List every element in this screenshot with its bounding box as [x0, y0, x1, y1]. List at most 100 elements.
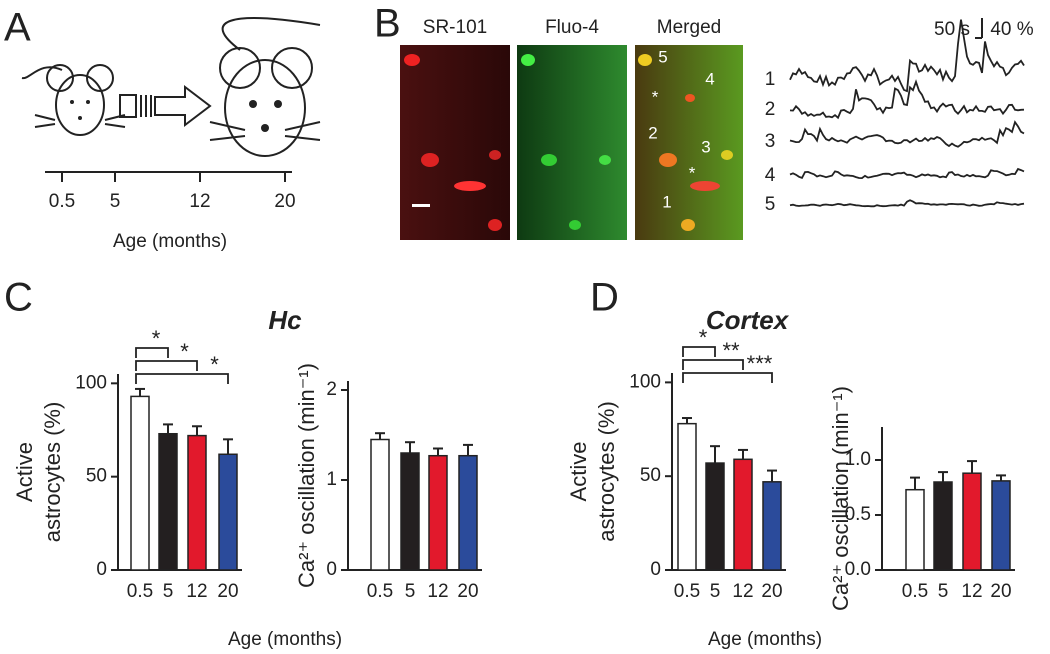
trace-label: 5 [765, 194, 776, 215]
y-tick-label: 0 [326, 559, 337, 580]
x-tick-label: 0.5 [367, 581, 393, 602]
timeline-xlabel: Age (months) [113, 231, 227, 252]
bar [187, 434, 207, 571]
panel-letter: A [4, 6, 31, 50]
image-sr101 [400, 45, 510, 240]
significance-label: * [699, 325, 708, 350]
timeline-label: 5 [110, 191, 121, 212]
y-tick-label: 2 [326, 379, 337, 400]
timeline-label: 0.5 [49, 191, 75, 212]
y-axis-label: Active [12, 442, 37, 502]
scale-bar [975, 18, 983, 39]
cell-label: 4 [705, 69, 714, 88]
x-tick-label: 0.5 [902, 581, 928, 602]
y-axis-label: Ca²⁺ oscillation (min⁻¹) [294, 363, 319, 588]
significance-label: ** [722, 338, 740, 363]
y-tick-label: 1 [326, 469, 337, 490]
cell-label: 1 [662, 192, 671, 211]
significance-bracket [135, 360, 198, 371]
x-tick-label: 5 [938, 581, 949, 602]
mouse-icons [21, 17, 321, 157]
trace-label: 2 [765, 99, 776, 120]
cell-label: 3 [701, 137, 710, 156]
significance-bracket [135, 373, 229, 384]
significance-label: * [180, 339, 189, 364]
trace-label: 3 [765, 131, 776, 152]
cell-label: 5 [658, 47, 667, 66]
x-tick-label: 12 [961, 581, 982, 602]
bar [130, 395, 150, 571]
bar [218, 453, 238, 571]
y-tick-label: 100 [629, 371, 661, 392]
x-tick-label: 20 [990, 581, 1011, 602]
y-axis-label: Ca²⁺ oscillation (min⁻¹) [828, 386, 853, 611]
timeline-label: 12 [189, 191, 210, 212]
cell-labels: 5 4 * 2 3 * 1 [648, 47, 714, 211]
bar [905, 488, 925, 571]
bar [370, 438, 390, 571]
cell-label: 2 [648, 123, 657, 142]
y-tick-label: 50 [640, 465, 661, 486]
x-tick-label: 12 [186, 581, 207, 602]
y-axis-label: astrocytes (%) [40, 402, 65, 543]
cells [404, 54, 733, 231]
trace-label: 4 [765, 165, 776, 186]
image-merged [635, 45, 743, 240]
x-tick-label: 20 [457, 581, 478, 602]
y-tick-label: 0 [96, 559, 107, 580]
x-axis-label: Age (months) [228, 629, 342, 650]
mouse-eyes [70, 100, 282, 132]
significance-label: * [210, 352, 219, 377]
x-tick-label: 20 [761, 581, 782, 602]
group-title: Hc [268, 305, 302, 335]
cell-label: * [652, 87, 659, 106]
significance-bracket [682, 346, 716, 357]
bar [933, 481, 953, 571]
x-axis-label: Age (months) [708, 629, 822, 650]
bar [733, 458, 753, 571]
channel-label: Fluo-4 [545, 17, 599, 38]
y-tick-label: 0 [650, 559, 661, 580]
x-tick-label: 0.5 [127, 581, 153, 602]
bar [158, 432, 178, 571]
significance-bracket [682, 372, 773, 383]
x-tick-label: 0.5 [674, 581, 700, 602]
panel-letter: C [4, 276, 33, 320]
significance-label: *** [747, 351, 773, 376]
significance-bracket [135, 347, 169, 358]
x-tick-label: 12 [732, 581, 753, 602]
scale-amp: 40 % [990, 19, 1033, 40]
y-axis-label: astrocytes (%) [594, 401, 619, 542]
x-tick-label: 20 [217, 581, 238, 602]
trace [789, 120, 1025, 148]
trace [789, 79, 1025, 120]
bar [962, 472, 982, 571]
trace [789, 199, 1025, 208]
x-tick-label: 5 [163, 581, 174, 602]
panel-letter: D [590, 276, 619, 320]
bar [677, 422, 697, 571]
y-tick-label: 100 [75, 372, 107, 393]
y-axis-label: Active [566, 442, 591, 502]
x-tick-label: 5 [710, 581, 721, 602]
bar [400, 452, 420, 571]
bar [705, 462, 725, 571]
channel-label: SR-101 [423, 17, 487, 38]
bar [428, 454, 448, 571]
timeline-label: 20 [274, 191, 295, 212]
significance-label: * [152, 326, 161, 351]
bar [762, 481, 782, 571]
channel-label: Merged [657, 17, 721, 38]
cell-label: * [689, 163, 696, 182]
trace [789, 19, 1025, 93]
significance-bracket [682, 359, 744, 370]
y-tick-label: 50 [86, 466, 107, 487]
x-tick-label: 5 [405, 581, 416, 602]
bar [991, 480, 1011, 571]
x-tick-label: 12 [427, 581, 448, 602]
y-tick-label: 1.0 [845, 449, 871, 470]
y-tick-label: 0.0 [845, 559, 871, 580]
panel-letter: B [374, 2, 401, 46]
